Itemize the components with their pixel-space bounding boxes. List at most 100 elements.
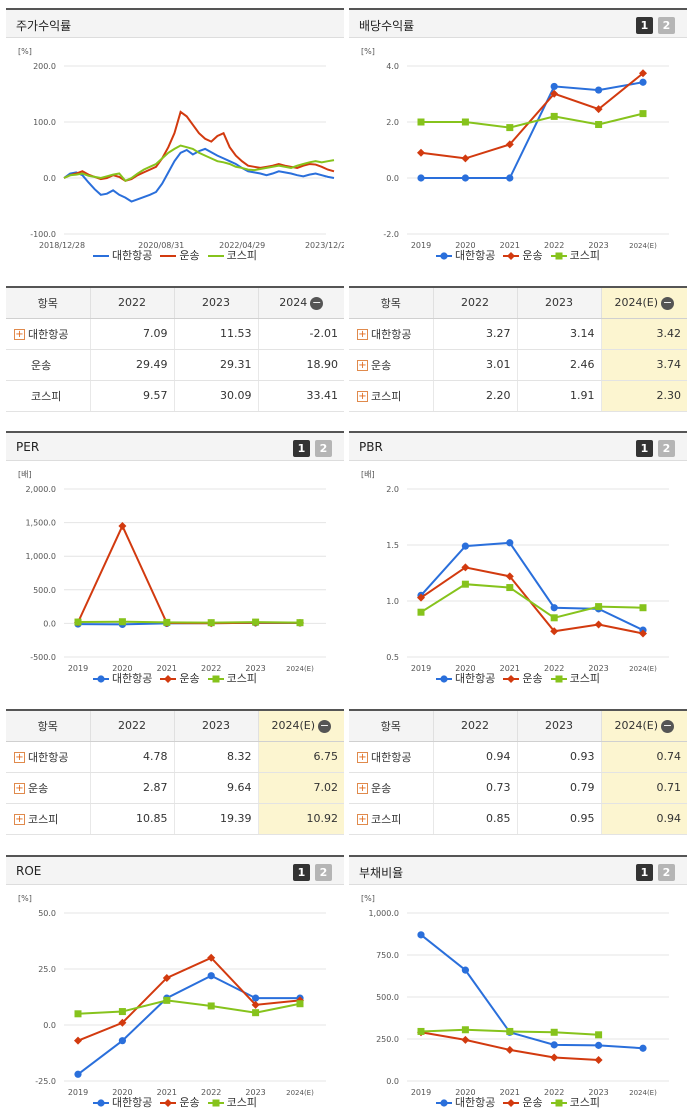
view-2-button[interactable]: 2 [658,864,675,881]
legend-marker [555,1099,563,1107]
view-1-button[interactable]: 1 [293,440,310,457]
row-label: 코스피 [6,380,90,412]
y-tick-label: 750.0 [376,951,399,960]
header-2023: 2023 [173,710,258,742]
collapse-icon[interactable]: − [661,295,675,310]
legend-item: 운송 [503,670,543,686]
view-2-button[interactable]: 2 [658,440,675,457]
header-2023: 2023 [173,287,258,319]
data-point [417,148,425,157]
data-point [550,82,558,91]
view-2-button[interactable]: 2 [315,864,332,881]
expand-icon[interactable]: + [357,814,368,825]
series-line-3 [77,999,301,1015]
row-name: 대한항공 [28,327,69,341]
x-tick-label: 2024(E) [629,665,657,673]
legend-marker [212,1099,220,1107]
legend-swatch [207,1099,224,1107]
view-1-button[interactable]: 1 [636,864,653,881]
data-point [595,121,603,129]
data-point [550,1041,558,1049]
cell: 0.79 [516,772,601,804]
roe-chart: [%] 50.0 25.0 0.0 -25.0 2019 2020 2021 2022 2023 2… [6,885,344,1111]
row-label[interactable]: + 코스피 [349,380,433,412]
row-label[interactable]: + 대한항공 [349,318,433,350]
expand-icon[interactable]: + [14,752,25,763]
legend-marker [440,675,448,683]
view-1-button[interactable]: 1 [636,17,653,34]
row-label[interactable]: + 운송 [349,349,433,381]
x-tick-label: 2023 [245,1088,265,1097]
row-label[interactable]: + 코스피 [349,803,433,835]
series-line-1 [421,81,644,179]
view-1-button[interactable]: 1 [293,864,310,881]
legend-swatch [207,675,224,683]
chart-legend: 대한항공 운송 코스피 [6,247,344,263]
legend-item: 코스피 [207,670,257,686]
data-point [461,563,470,572]
data-point [639,629,647,638]
row-name: 대한항공 [371,750,412,764]
header-2022: 2022 [89,710,174,742]
series-line-1 [420,934,644,1050]
y-unit-label: [%] [18,894,32,903]
expand-icon[interactable]: + [357,329,368,340]
legend-swatch [160,1099,177,1107]
data-point [461,966,469,974]
expand-icon[interactable]: + [14,783,25,794]
view-2-button[interactable]: 2 [315,440,332,457]
data-point [162,973,171,982]
expand-icon[interactable]: + [357,360,368,371]
series-line-2 [77,956,301,1042]
expand-icon[interactable]: + [357,783,368,794]
chart-legend: 대한항공 운송 코스피 [6,1094,344,1110]
expand-icon[interactable]: + [357,391,368,402]
series-line-3 [421,112,644,129]
row-name: 코스피 [371,389,402,403]
header-2022: 2022 [432,287,517,319]
y-tick-label: 2.0 [386,485,399,494]
header-item: 항목 [6,287,90,319]
row-label[interactable]: + 운송 [6,772,90,804]
data-point [595,603,603,611]
legend-marker [555,252,563,260]
expand-icon[interactable]: + [14,329,25,340]
legend-item: 대한항공 [435,247,496,263]
legend-marker [555,675,563,683]
expand-icon[interactable]: + [14,814,25,825]
collapse-icon[interactable]: − [310,295,324,310]
data-point [594,1056,603,1064]
row-label[interactable]: + 대한항공 [6,318,90,350]
row-label[interactable]: + 운송 [349,772,433,804]
data-point [417,118,425,126]
collapse-icon[interactable]: − [661,718,675,733]
collapse-icon[interactable]: − [318,718,332,733]
view-2-button[interactable]: 2 [658,17,675,34]
x-tick-label: 2021 [157,1088,177,1097]
row-label[interactable]: + 대한항공 [349,741,433,773]
data-point [506,1027,514,1035]
table-row: + 운송 0.73 0.79 0.71 [349,772,687,804]
data-point [296,619,304,627]
x-tick-label: 2022 [544,664,564,673]
table-row: + 대한항공 3.27 3.14 3.42 [349,318,687,350]
view-1-button[interactable]: 1 [636,440,653,457]
panel-header: ROE 1 2 [6,855,344,885]
chart-legend: 대한항공 운송 코스피 [349,1094,687,1110]
dividend-yield-table: 항목 2022 2023 2024(E) − + 대한항공 3.27 3.14 3.… [349,286,687,412]
cell: 3.27 [432,318,517,350]
series-line-1 [420,541,644,632]
legend-label: 대한항공 [454,249,496,262]
cell: 18.90 [257,349,344,381]
y-tick-label: 0.0 [43,619,56,628]
x-tick-label: 2021 [500,664,520,673]
row-label[interactable]: + 대한항공 [6,741,90,773]
table-row: + 대한항공 0.94 0.93 0.74 [349,741,687,773]
cell: 0.93 [516,741,601,773]
row-label[interactable]: + 코스피 [6,803,90,835]
data-point [550,1053,559,1062]
cell: 0.94 [600,803,687,835]
x-tick-label: 2020 [455,1088,475,1097]
legend-marker [507,675,516,683]
expand-icon[interactable]: + [357,752,368,763]
